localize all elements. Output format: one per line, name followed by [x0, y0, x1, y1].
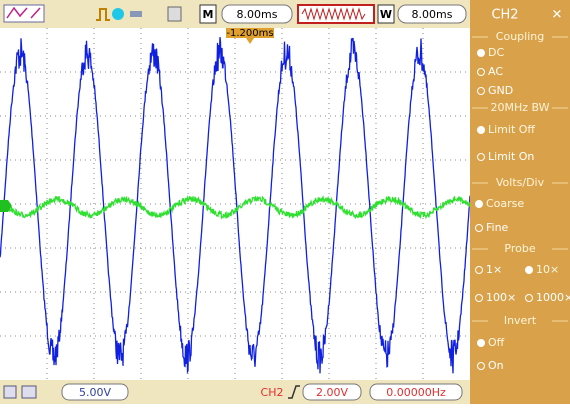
menu-title: CH2: [491, 8, 518, 23]
close-button[interactable]: ✕: [552, 8, 563, 23]
option-radio[interactable]: [476, 201, 483, 208]
option-label[interactable]: 10×: [536, 263, 559, 276]
option-label[interactable]: 100×: [486, 291, 516, 304]
ch2-label: CH2: [261, 386, 284, 399]
ch1-coupling-icon: [4, 386, 16, 398]
option-label[interactable]: GND: [488, 84, 513, 97]
option-label[interactable]: AC: [488, 65, 503, 78]
option-radio[interactable]: [478, 340, 485, 347]
option-label[interactable]: DC: [488, 46, 504, 59]
option-radio[interactable]: [526, 267, 533, 274]
option-label[interactable]: Off: [488, 336, 505, 349]
section-title: 20MHz BW: [490, 101, 549, 114]
option-label[interactable]: 1×: [486, 263, 502, 276]
option-label[interactable]: Limit On: [488, 150, 534, 163]
option-label[interactable]: On: [488, 359, 504, 372]
section-title: Invert: [504, 314, 537, 327]
section-title: Volts/Div: [496, 176, 545, 189]
ch1-bw-icon: [22, 386, 36, 398]
scope-screen: M 8.00ms W 8.00ms -1.200ms CH2 ✕ Couplin…: [0, 0, 570, 404]
timebase-value: 8.00ms: [237, 8, 278, 21]
option-label[interactable]: Coarse: [486, 197, 524, 210]
page: {"toolbar": {"timebase_label": "M", "tim…: [0, 0, 570, 404]
window-value: 8.00ms: [412, 8, 453, 21]
bar-icon: [130, 11, 142, 17]
section-title: Probe: [504, 242, 535, 255]
ch1-scale: 5.00V: [79, 386, 111, 399]
save-icon[interactable]: [168, 7, 181, 21]
section-title: Coupling: [496, 30, 544, 43]
option-radio[interactable]: [478, 127, 485, 134]
window-label: W: [380, 8, 392, 21]
option-label[interactable]: Fine: [486, 221, 509, 234]
option-radio[interactable]: [478, 50, 485, 57]
ch2-scale: 2.00V: [316, 386, 348, 399]
option-label[interactable]: 1000×: [536, 291, 570, 304]
frequency: 0.00000Hz: [386, 386, 446, 399]
option-label[interactable]: Limit Off: [488, 123, 535, 136]
run-indicator: [112, 8, 124, 20]
trigger-offset: -1.200ms: [226, 28, 273, 39]
timebase-label: M: [203, 8, 214, 21]
